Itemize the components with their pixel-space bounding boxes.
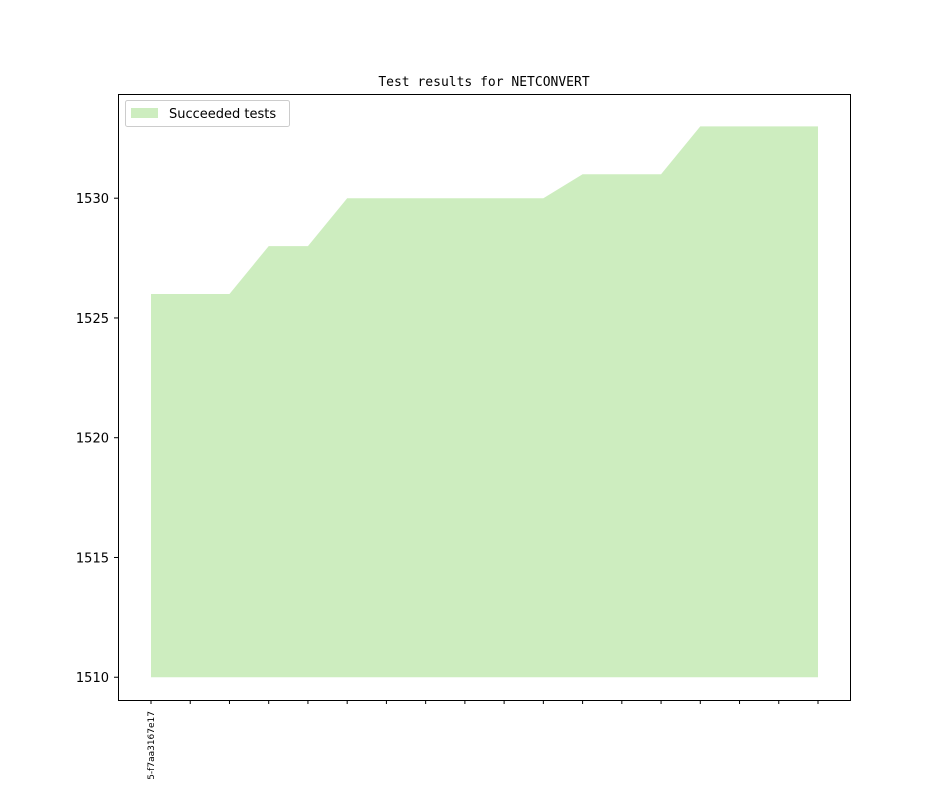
y-tick-label: 1515 — [76, 551, 109, 566]
area-series-succeeded-tests — [151, 126, 818, 678]
x-tick-label: 5-f7aa3167e17 — [147, 711, 157, 780]
legend-label-succeeded-tests: Succeeded tests — [169, 107, 276, 122]
y-tick-label: 1530 — [76, 192, 109, 207]
y-tick-label: 1520 — [76, 432, 109, 447]
axes-frame — [118, 94, 851, 701]
y-tick-label: 1510 — [76, 671, 109, 686]
legend: Succeeded tests — [125, 100, 290, 127]
x-axis: 5-f7aa3167e17 — [147, 700, 819, 780]
y-axis: 1510 1515 1520 1525 1530 — [76, 192, 118, 686]
legend-box — [125, 100, 290, 127]
legend-swatch-succeeded-tests — [131, 108, 158, 118]
y-tick-label: 1525 — [76, 312, 109, 327]
plot-area — [118, 94, 851, 701]
chart-title: Test results for NETCONVERT — [378, 75, 589, 90]
